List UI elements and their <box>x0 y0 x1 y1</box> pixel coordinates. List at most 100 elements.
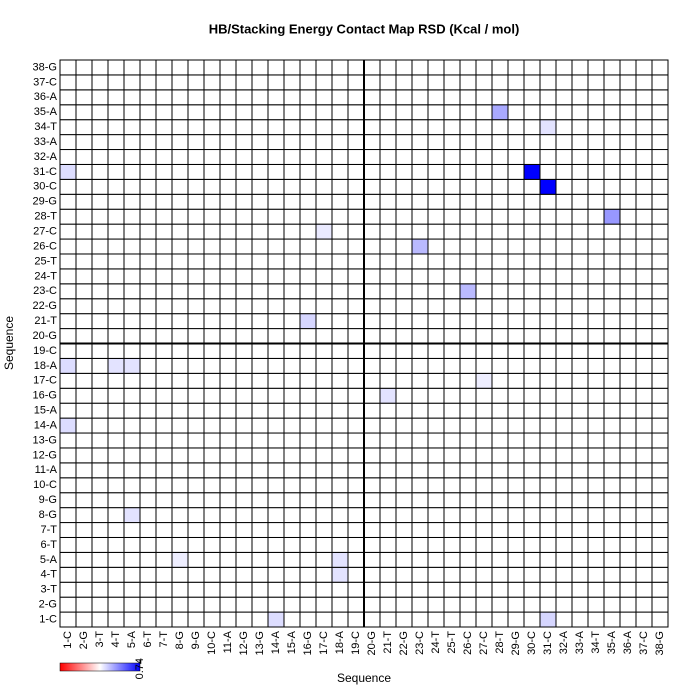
cell <box>555 477 573 494</box>
cell <box>283 462 301 479</box>
cell <box>395 611 413 628</box>
cell <box>411 566 429 583</box>
cell <box>139 238 157 255</box>
cell <box>267 462 285 479</box>
cell <box>427 149 445 165</box>
cell <box>395 208 413 225</box>
cell <box>651 447 669 464</box>
cell <box>555 119 573 136</box>
cell <box>363 581 381 598</box>
cell <box>427 343 445 359</box>
cell <box>571 149 589 165</box>
cell <box>363 357 381 374</box>
cell <box>283 193 301 210</box>
cell <box>555 492 573 509</box>
cell <box>315 402 333 419</box>
cell <box>555 462 573 479</box>
cell <box>315 134 333 151</box>
cell <box>203 432 221 449</box>
cell <box>523 178 541 195</box>
cell <box>491 566 509 583</box>
cell <box>427 596 445 613</box>
cell <box>267 268 285 285</box>
cell <box>331 462 349 479</box>
cell <box>267 208 285 225</box>
cell <box>59 462 77 479</box>
cell <box>395 134 413 151</box>
cell <box>171 163 189 180</box>
cell <box>619 328 637 345</box>
cell <box>555 447 573 464</box>
cell <box>315 74 333 91</box>
cell <box>651 223 669 240</box>
cell <box>107 462 125 479</box>
cell <box>59 313 77 330</box>
cell <box>75 283 93 300</box>
cell <box>443 178 461 195</box>
cell <box>555 253 573 270</box>
cell <box>171 432 189 449</box>
cell <box>395 283 413 300</box>
cell <box>475 119 493 136</box>
x-tick-label: 32-A <box>558 630 570 654</box>
cell <box>91 343 109 359</box>
cell <box>155 432 173 449</box>
cell <box>427 387 445 404</box>
cell <box>219 119 237 136</box>
cell <box>635 447 653 464</box>
cell <box>139 268 157 285</box>
cell <box>587 208 605 225</box>
cell <box>603 238 621 255</box>
cell <box>331 89 349 106</box>
cell <box>443 611 461 628</box>
cell <box>443 462 461 479</box>
cell <box>107 432 125 449</box>
cell <box>619 178 637 195</box>
cell <box>155 298 173 315</box>
cell <box>91 134 109 151</box>
x-tick-label: 27-C <box>478 631 490 655</box>
cell <box>491 611 509 628</box>
cell <box>331 522 349 538</box>
cell <box>139 89 157 106</box>
cell <box>475 432 493 449</box>
cell <box>363 283 381 300</box>
cell <box>91 507 109 524</box>
cell <box>427 283 445 300</box>
cell <box>171 328 189 345</box>
cell <box>651 328 669 345</box>
cell <box>379 477 397 494</box>
cell <box>267 104 285 121</box>
cell <box>203 387 221 404</box>
cell <box>619 596 637 613</box>
cell <box>251 208 269 225</box>
cell <box>235 477 253 494</box>
cell <box>603 581 621 598</box>
cell <box>603 74 621 91</box>
cell <box>75 507 93 524</box>
y-tick-label: 11-A <box>35 464 58 476</box>
cell <box>299 163 317 180</box>
cell <box>171 551 189 568</box>
cell <box>475 313 493 330</box>
cell <box>251 387 269 404</box>
cell <box>395 462 413 479</box>
cell <box>59 536 77 553</box>
cell <box>283 268 301 285</box>
cell <box>123 507 141 524</box>
cell <box>571 477 589 494</box>
cell <box>427 238 445 255</box>
cell <box>75 477 93 494</box>
cell <box>299 447 317 464</box>
cell <box>139 134 157 151</box>
cell <box>379 492 397 509</box>
x-tick-label: 18-A <box>334 630 346 654</box>
cell <box>251 551 269 568</box>
cell <box>651 462 669 479</box>
cell <box>379 74 397 91</box>
cell <box>395 59 413 76</box>
cell <box>203 208 221 225</box>
cell <box>139 522 157 538</box>
cell <box>491 74 509 91</box>
cell <box>603 536 621 553</box>
